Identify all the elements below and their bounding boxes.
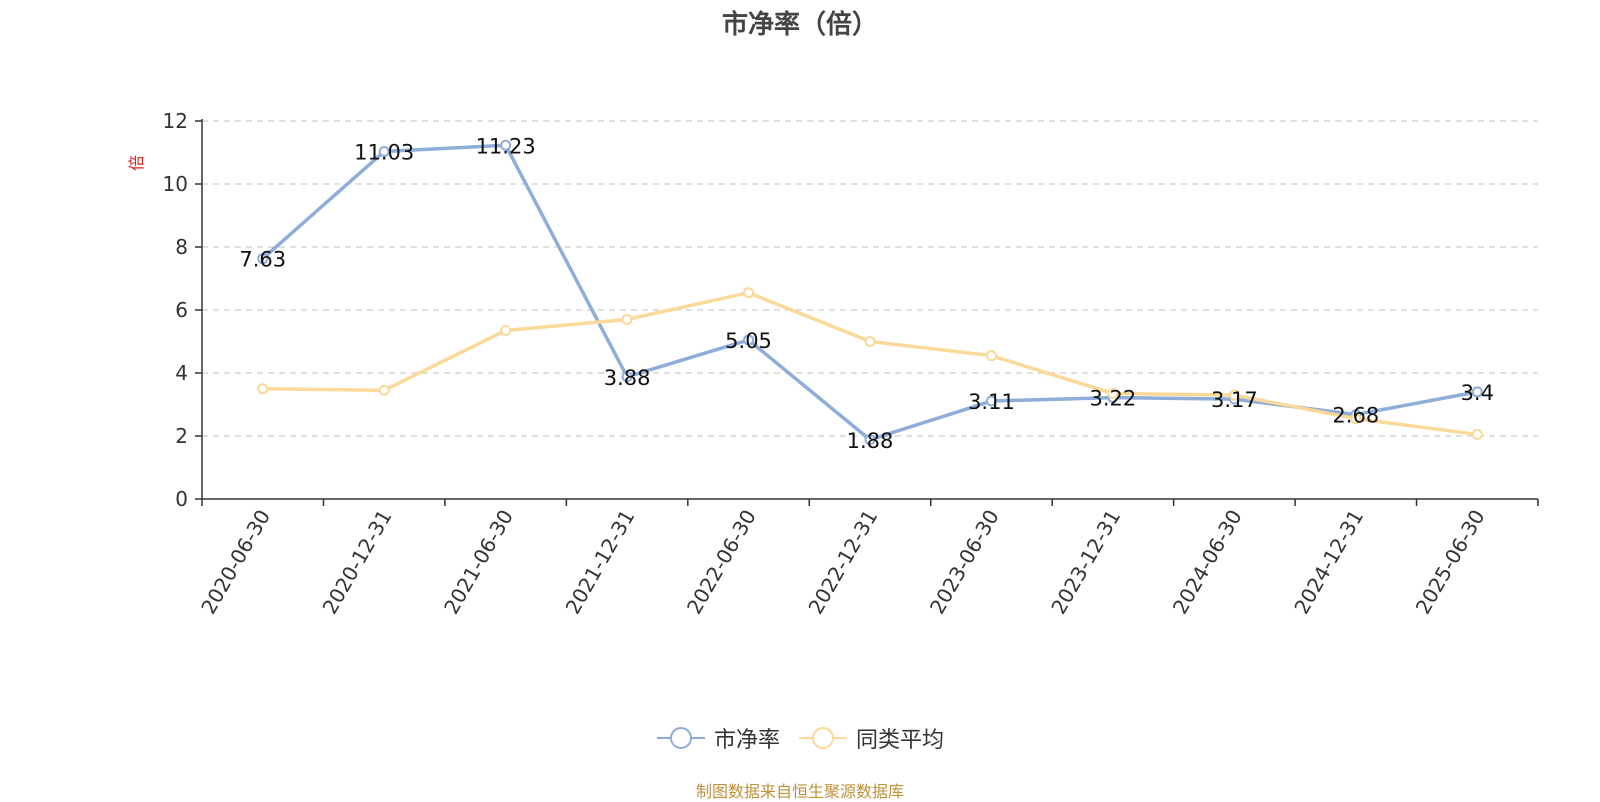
data-point	[743, 334, 755, 346]
data-point	[985, 350, 997, 362]
data-point	[500, 324, 512, 336]
data-labels: 7.63 11.03 11.23 3.88 5.05 1.88 3.11 3.22 3.17 2.…	[239, 134, 1494, 453]
x-tick-label: 2021-12-31	[561, 506, 640, 619]
data-label: 2.68	[1332, 404, 1379, 428]
x-tick-label: 2021-06-30	[439, 506, 518, 619]
x-tick-label: 2022-12-31	[803, 506, 882, 619]
data-point	[1471, 386, 1483, 398]
legend: 市净率 同类平均	[0, 722, 1600, 754]
data-label: 3.22	[1090, 387, 1137, 411]
data-point	[500, 139, 512, 151]
series-line-0	[261, 143, 1478, 442]
data-label: 3.4	[1461, 381, 1494, 405]
data-point	[1471, 428, 1483, 440]
data-point	[864, 336, 876, 347]
data-point	[743, 287, 755, 299]
x-tick-label: 2023-06-30	[925, 506, 1004, 619]
data-point	[257, 253, 269, 265]
x-tick-label: 2024-12-31	[1289, 506, 1368, 619]
data-label: 11.03	[354, 141, 414, 165]
x-tick-label: 2020-12-31	[318, 506, 397, 619]
x-tick-label: 2022-06-30	[682, 506, 761, 619]
legend-item-1[interactable]: 同类平均	[798, 722, 944, 754]
data-label: 3.88	[604, 366, 651, 390]
data-label: 1.88	[847, 429, 894, 453]
data-point	[621, 371, 633, 383]
data-label: 7.63	[239, 248, 286, 272]
x-tick-label: 2024-06-30	[1168, 506, 1247, 619]
y-axis-label: 倍	[127, 155, 146, 171]
legend-line-circle-icon	[799, 727, 847, 749]
legend-item-0[interactable]: 市净率	[656, 722, 780, 754]
data-point	[1228, 389, 1240, 401]
data-label: 3.17	[1211, 388, 1258, 412]
legend-line-circle-icon	[656, 727, 705, 749]
series-line-1	[262, 290, 1478, 437]
legend-marker	[669, 727, 692, 749]
data-point	[1350, 413, 1362, 425]
data-point	[257, 383, 269, 395]
y-tick-label: 12	[163, 109, 188, 133]
grid-lines	[202, 120, 1538, 437]
data-point	[621, 313, 633, 325]
y-tick-label: 2	[175, 424, 188, 448]
legend-label: 市净率	[713, 728, 780, 753]
data-point	[864, 434, 876, 446]
data-point	[378, 146, 390, 158]
y-tick-label: 0	[175, 487, 188, 511]
series-layer	[257, 139, 1483, 446]
legend-label: 同类平均	[856, 728, 945, 753]
y-tick-label: 4	[175, 361, 188, 385]
y-tick-label: 8	[175, 235, 188, 259]
y-tick-label: 6	[175, 298, 188, 322]
data-point	[378, 384, 390, 396]
data-label: 11.23	[476, 134, 536, 158]
axes: 0 2 4 6 8 10 12 2020-06-30 2020-12-31 2021-06-30 2…	[163, 109, 1539, 619]
data-label: 5.05	[725, 329, 772, 353]
legend-marker	[812, 727, 834, 749]
x-tick-label: 2023-12-31	[1046, 506, 1125, 619]
x-tick-label: 2020-06-30	[196, 506, 275, 619]
source-note: 制图数据来自恒生聚源数据库	[695, 782, 904, 801]
x-tick-label: 2025-06-30	[1411, 506, 1490, 619]
y-tick-label: 10	[163, 172, 188, 196]
data-label: 3.11	[968, 390, 1015, 414]
data-point	[1107, 387, 1119, 399]
data-point	[985, 395, 997, 407]
chart-title: 市净率（倍）	[721, 10, 878, 40]
